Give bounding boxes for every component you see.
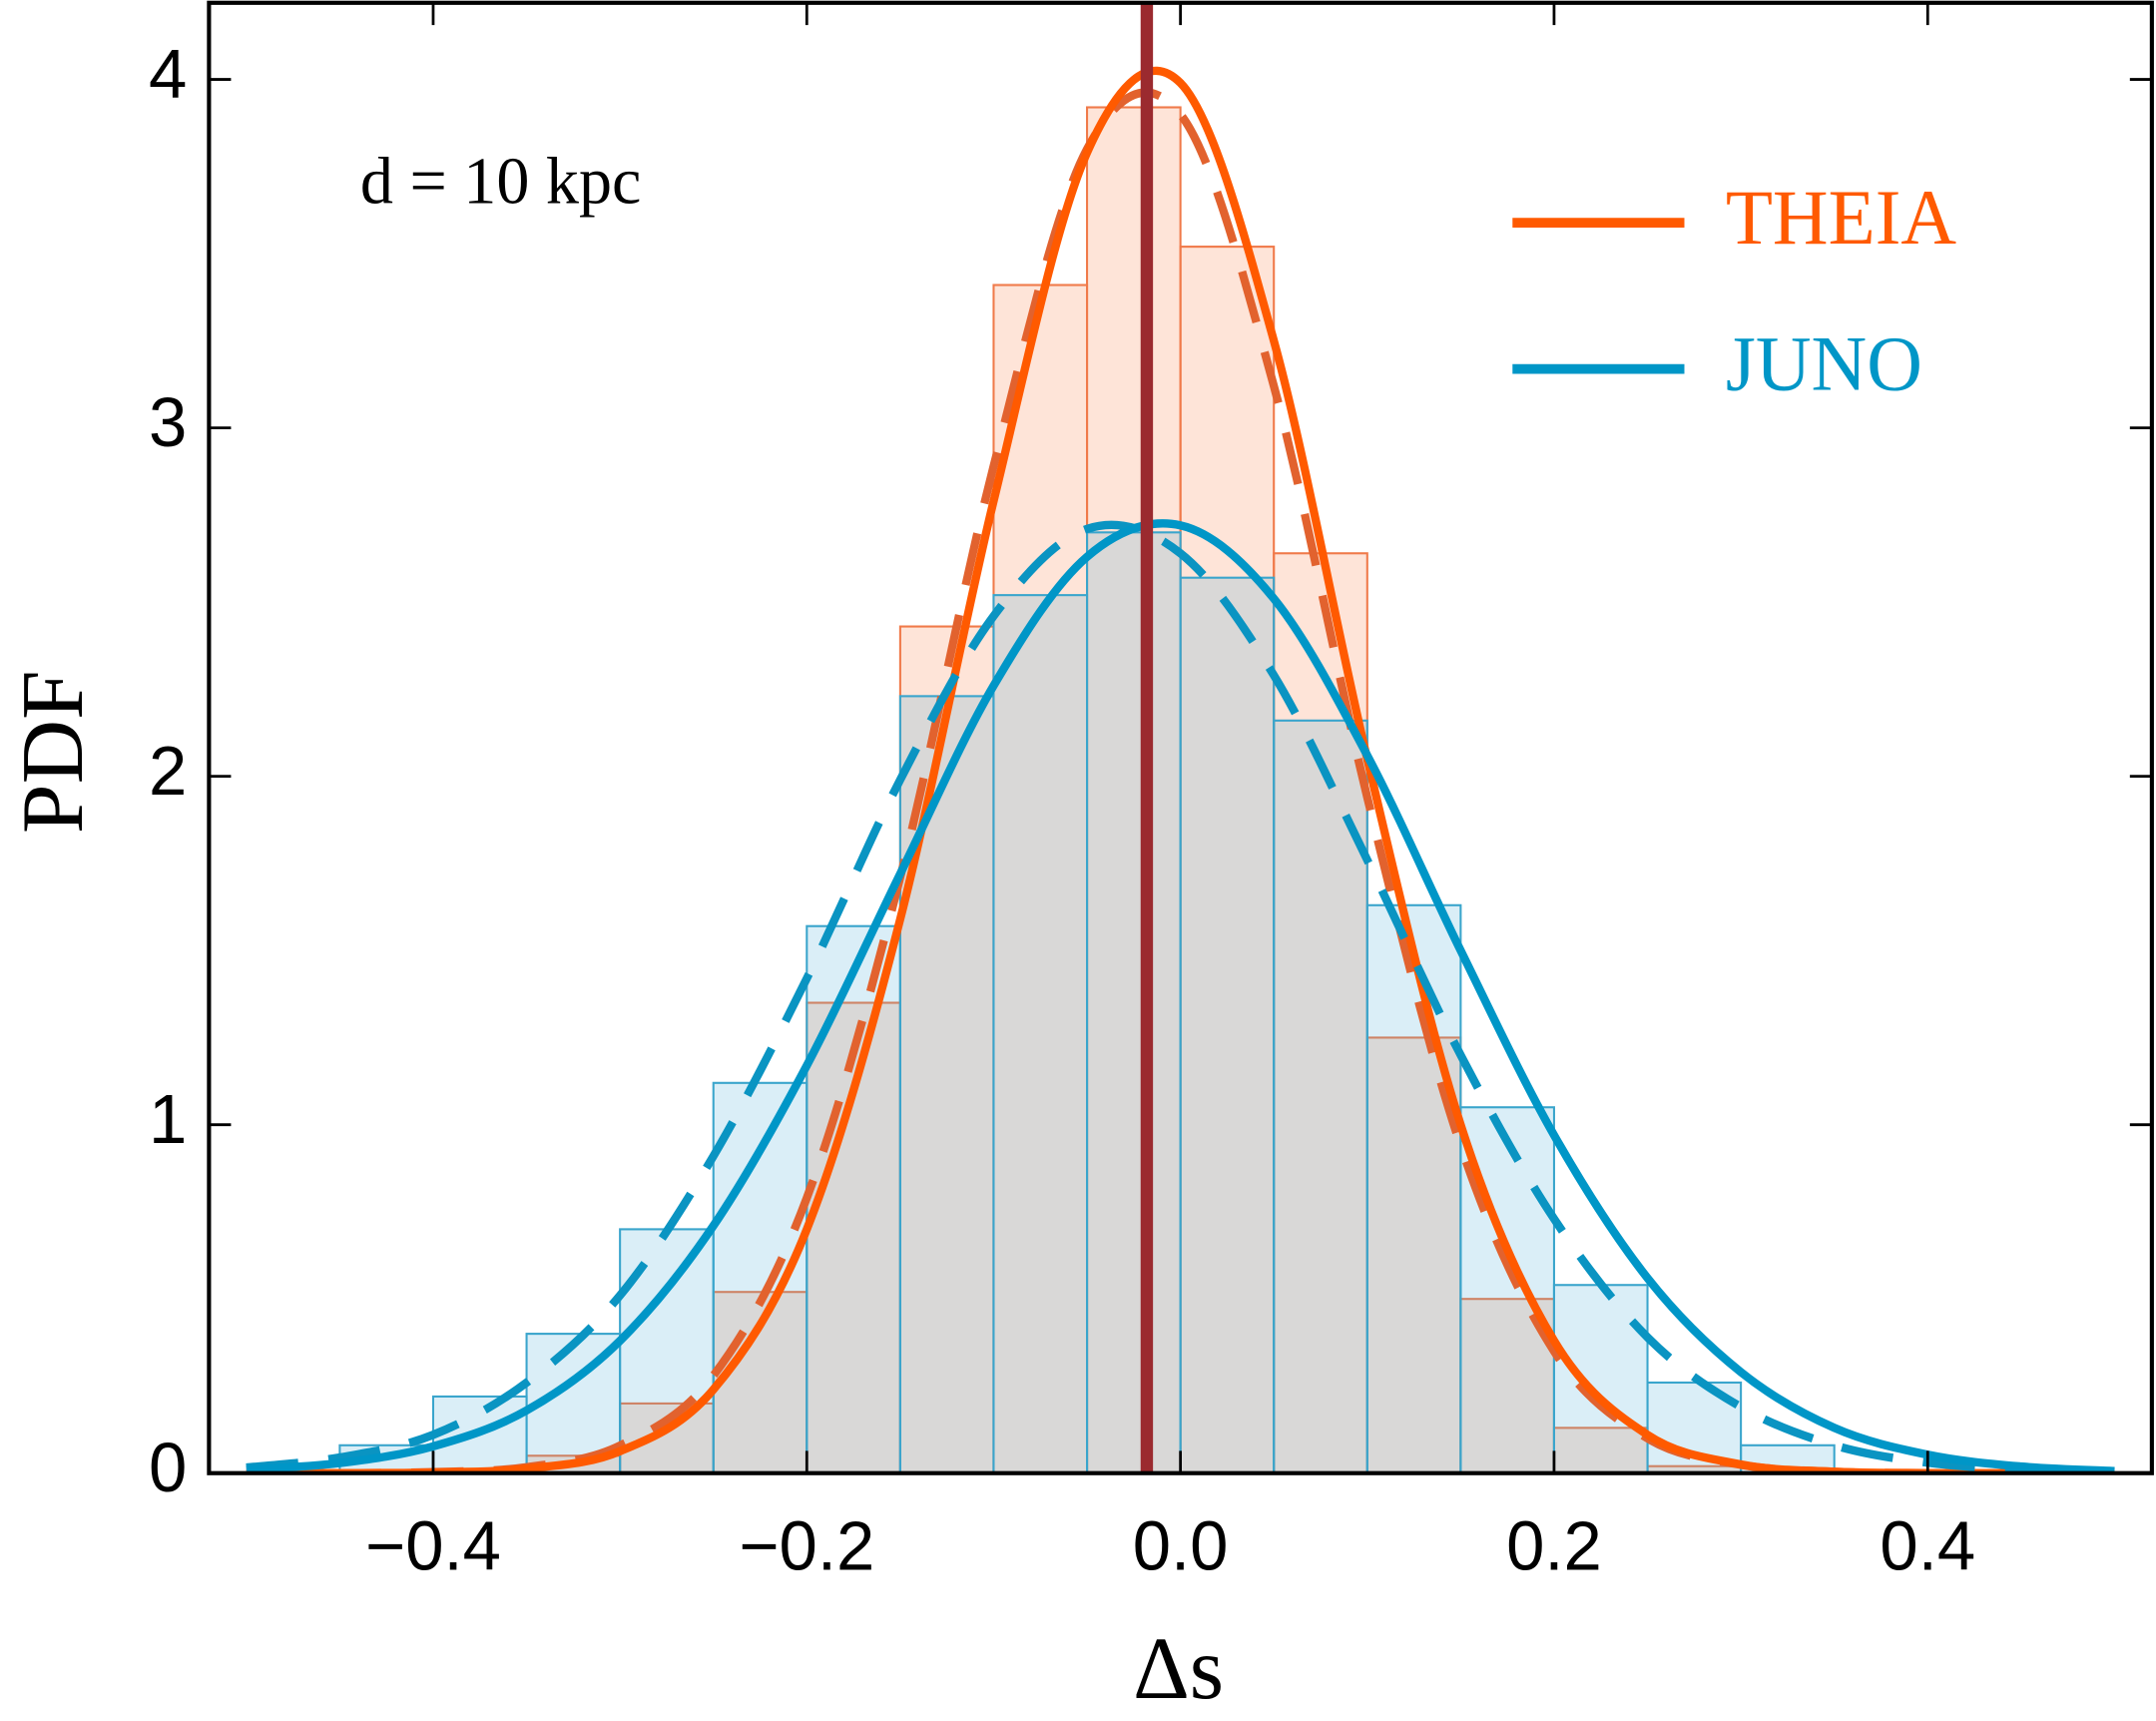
y-tick-label: 0 <box>149 1429 187 1506</box>
y-tick-label: 3 <box>149 383 187 461</box>
x-tick-label: −0.2 <box>739 1506 874 1584</box>
y-axis-label: PDF <box>5 670 102 834</box>
histogram-bar <box>1552 1284 1649 1473</box>
histogram-bar <box>1179 246 1276 1473</box>
fit-curve <box>246 519 2115 1473</box>
x-tick-label: 0.0 <box>1133 1506 1229 1584</box>
dashed-curve <box>246 520 2115 1473</box>
x-tick-label: 0.4 <box>1880 1506 1975 1584</box>
legend-label: THEIA <box>1726 174 1956 261</box>
plot <box>246 2 2115 1473</box>
histogram-bar <box>1086 531 1182 1473</box>
histogram-bar <box>1179 576 1276 1473</box>
legend-label: JUNO <box>1726 320 1922 407</box>
x-tick-label: 0.2 <box>1506 1506 1602 1584</box>
x-axis-label: Δs <box>1133 1620 1224 1719</box>
x-tick-label: −0.4 <box>365 1506 501 1584</box>
y-tick-label: 1 <box>149 1080 187 1158</box>
histogram-bar <box>431 1395 528 1473</box>
y-tick-label: 2 <box>149 732 187 810</box>
annotation: d = 10 kpc <box>360 145 641 218</box>
histogram-bar <box>619 1228 715 1473</box>
histogram-bar <box>992 284 1089 1473</box>
histogram-bar <box>992 594 1089 1473</box>
y-tick-label: 4 <box>149 35 187 113</box>
histogram-bar <box>1086 106 1182 1473</box>
histogram-bar <box>712 1081 808 1473</box>
fit-curve <box>246 66 2115 1473</box>
histogram-bar <box>1365 903 1462 1473</box>
